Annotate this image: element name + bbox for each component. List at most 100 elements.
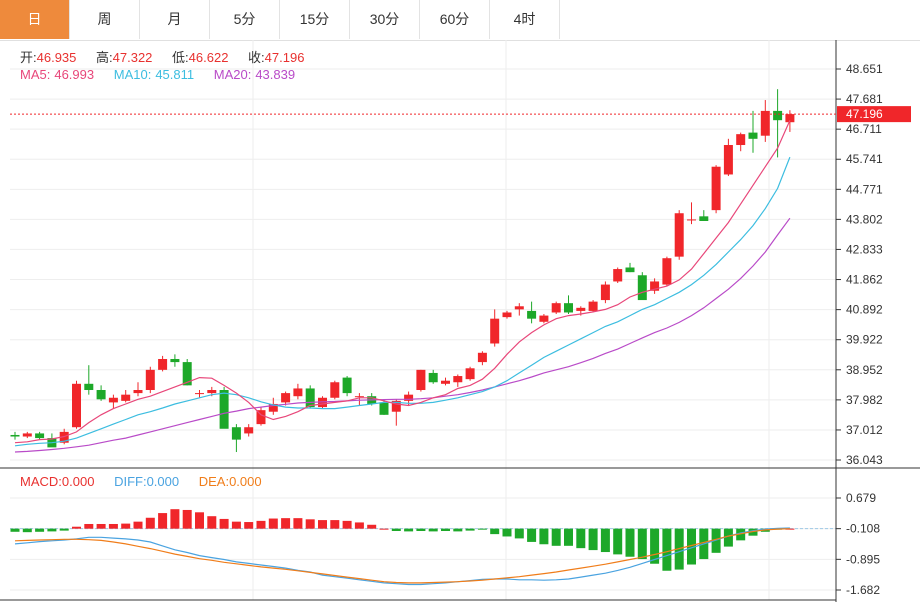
ma10-info: MA10: 45.811 — [113, 67, 195, 82]
ma5-info: MA5: 46.993 — [20, 67, 95, 82]
macd-histogram-bar — [121, 523, 131, 529]
tab-4hour[interactable]: 4时 — [490, 0, 560, 39]
macd-histogram-bar — [576, 528, 586, 549]
moving-average-lines — [14, 120, 791, 453]
candle-body — [600, 284, 610, 301]
macd-histogram-bar — [342, 520, 352, 529]
macd-histogram-bar — [293, 518, 303, 529]
candle-body — [748, 132, 758, 139]
price-tick-label: 46.711 — [846, 122, 882, 136]
tab-5min[interactable]: 5分 — [210, 0, 280, 39]
macd-tick-label: -1.682 — [846, 583, 880, 597]
ma20-line — [14, 217, 791, 453]
candle-body — [379, 402, 389, 415]
macd-histogram-bar — [416, 528, 426, 532]
candle-body — [490, 318, 500, 344]
ma10-line — [14, 156, 791, 447]
macd-histogram-bar — [22, 528, 32, 533]
macd-histogram-bar — [637, 528, 647, 560]
candle-body — [416, 369, 426, 391]
candle-body — [108, 397, 118, 403]
tab-60min[interactable]: 60分 — [420, 0, 490, 39]
price-tick-label: 44.771 — [846, 182, 883, 196]
macd-histogram-bar — [539, 528, 549, 545]
tab-week[interactable]: 周 — [70, 0, 140, 39]
period-tab-bar: 日 周 月 5分 15分 30分 60分 4时 — [0, 0, 920, 41]
macd-histogram-bar — [650, 528, 660, 564]
candle-body — [723, 145, 733, 175]
macd-histogram-bar — [158, 513, 168, 529]
macd-histogram-bar — [514, 528, 524, 539]
macd-histogram-bar — [711, 528, 721, 553]
candle-body — [625, 267, 635, 273]
candle-body — [96, 390, 106, 400]
high-info: 高:47.322 — [96, 50, 153, 65]
candle-body — [281, 393, 291, 403]
candle-body — [268, 403, 278, 412]
macd-histogram-bar — [281, 518, 291, 529]
macd-histogram-bar — [465, 528, 475, 531]
open-info: 开:46.935 — [20, 50, 77, 65]
macd-histogram-bar — [723, 528, 733, 547]
macd-histogram-bar — [367, 524, 377, 529]
macd-histogram-bar — [379, 528, 389, 530]
candle-body — [527, 310, 537, 319]
macd-histogram-bar — [477, 528, 487, 530]
candle-body — [354, 396, 364, 398]
candle-body — [773, 110, 783, 121]
macd-histogram-bar — [662, 528, 672, 571]
candle-body — [391, 400, 401, 412]
ma-info-row: MA5: 46.993 MA10: 45.811 MA20: 43.839 — [20, 67, 311, 83]
diff-info: DIFF:0.000 — [114, 474, 180, 489]
macd-histogram-bar — [748, 528, 758, 536]
candle-body — [465, 368, 475, 380]
candle-body — [699, 216, 709, 221]
tab-30min[interactable]: 30分 — [350, 0, 420, 39]
candle-body — [441, 380, 450, 384]
dea-info: DEA:0.000 — [198, 474, 262, 489]
price-tick-label: 45.741 — [846, 152, 883, 166]
price-tick-label: 36.043 — [846, 453, 883, 467]
price-tick-label: 40.892 — [846, 303, 883, 317]
macd-histogram-bar — [10, 528, 20, 532]
candle-body — [293, 388, 303, 397]
macd-histogram-bar — [35, 528, 45, 532]
tab-month[interactable]: 月 — [140, 0, 210, 39]
macd-histogram-bar — [453, 528, 463, 532]
candle-body — [428, 372, 438, 383]
low-info: 低:46.622 — [172, 50, 229, 65]
axes: 48.651 47.681 46.711 45.741 44.771 43.802 42.8… — [0, 40, 920, 602]
macd-histogram-bar — [244, 522, 254, 529]
tab-15min[interactable]: 15分 — [280, 0, 350, 39]
diff-line — [14, 527, 790, 586]
tab-day[interactable]: 日 — [0, 0, 70, 39]
candle-body — [711, 166, 721, 211]
macd-histogram-bar — [170, 509, 180, 529]
candle-body — [256, 410, 266, 425]
candle-body — [453, 376, 463, 383]
macd-histogram-bar — [195, 512, 204, 529]
macd-histogram-bar — [268, 518, 278, 529]
last-price-label: 47.196 — [846, 107, 883, 121]
candle-body — [219, 390, 229, 429]
macd-histogram-bar — [391, 528, 401, 532]
price-tick-label: 48.651 — [846, 62, 883, 76]
candle-body — [785, 114, 795, 123]
candle-body — [207, 390, 217, 394]
macd-histogram-bar — [354, 522, 364, 529]
macd-histogram-bar — [625, 528, 635, 557]
candle-body — [637, 275, 647, 301]
macd-tick-label: 0.679 — [846, 491, 876, 505]
macd-histogram-bar — [108, 523, 118, 529]
macd-histogram-bar — [527, 528, 537, 542]
candle-body — [133, 390, 143, 394]
candle-body — [551, 303, 561, 313]
macd-histogram-bar — [687, 528, 696, 565]
candle-body — [674, 213, 684, 257]
candle-body — [145, 369, 155, 391]
ma20-info: MA20: 43.839 — [213, 67, 296, 82]
candle-body — [158, 358, 168, 370]
macd-histogram-bar — [207, 516, 217, 529]
candle-body — [588, 301, 598, 311]
